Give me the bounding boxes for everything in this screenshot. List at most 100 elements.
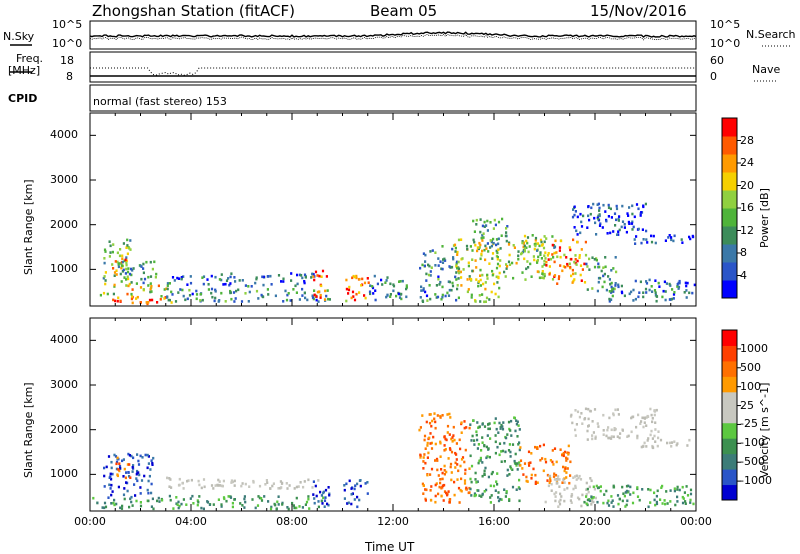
vel-cbar-swatch-0 — [722, 484, 737, 501]
data-cell-0-890 — [637, 207, 640, 211]
data-cell-0-1000 — [620, 284, 623, 288]
data-cell-1-213 — [267, 500, 270, 503]
data-cell-1-939 — [654, 503, 657, 507]
data-cell-0-647 — [539, 251, 542, 254]
data-cell-0-893 — [589, 212, 592, 216]
data-cell-0-936 — [652, 234, 655, 238]
data-cell-1-724 — [588, 485, 591, 489]
data-cell-0-692 — [533, 258, 536, 262]
data-cell-1-818 — [649, 407, 652, 411]
data-cell-1-663 — [566, 467, 569, 470]
data-cell-0-894 — [616, 233, 619, 236]
data-cell-0-694 — [523, 244, 526, 248]
data-cell-1-186 — [271, 484, 274, 488]
data-cell-1-415 — [440, 494, 443, 498]
data-cell-0-979 — [653, 289, 657, 292]
data-cell-1-204 — [270, 505, 273, 509]
data-cell-0-328 — [358, 277, 361, 281]
data-cell-0-195 — [220, 273, 223, 276]
data-cell-1-857 — [578, 415, 581, 419]
data-cell-0-356 — [385, 279, 388, 282]
data-cell-1-29 — [157, 496, 160, 500]
data-cell-1-640 — [514, 452, 517, 456]
data-cell-0-278 — [199, 299, 202, 302]
data-cell-0-558 — [485, 296, 489, 300]
data-cell-1-215 — [243, 497, 246, 501]
data-cell-0-254 — [201, 298, 204, 302]
data-cell-1-873 — [589, 409, 592, 413]
data-cell-0-549 — [477, 280, 480, 283]
data-cell-1-570 — [474, 471, 477, 475]
data-cell-1-783 — [576, 410, 580, 414]
data-cell-0-517 — [479, 257, 482, 261]
data-cell-1-178 — [244, 482, 247, 486]
data-cell-0-555 — [466, 290, 469, 294]
data-cell-0-605 — [489, 239, 492, 242]
data-cell-0-711 — [553, 251, 556, 255]
data-cell-0-904 — [628, 206, 631, 209]
vel-cbar-swatch-7 — [722, 376, 737, 393]
data-cell-0-357 — [405, 284, 408, 287]
data-cell-0-433 — [450, 265, 454, 269]
data-cell-1-776 — [554, 495, 557, 498]
data-cell-0-122 — [143, 277, 147, 281]
data-cell-1-259 — [177, 506, 180, 510]
data-cell-0-813 — [603, 272, 606, 276]
data-cell-0-574 — [505, 239, 508, 243]
data-cell-1-472 — [446, 413, 449, 416]
data-cell-1-248 — [239, 502, 242, 505]
data-cell-1-483 — [446, 493, 449, 497]
data-cell-0-557 — [465, 244, 469, 248]
data-cell-0-274 — [292, 288, 295, 291]
data-cell-1-433 — [426, 444, 429, 447]
data-cell-1-15 — [156, 499, 159, 503]
data-cell-1-25 — [139, 504, 143, 508]
data-cell-1-451 — [437, 492, 440, 496]
data-cell-1-482 — [465, 486, 468, 490]
data-cell-1-231 — [258, 496, 261, 500]
data-cell-0-5 — [136, 295, 139, 299]
data-cell-0-970 — [637, 295, 640, 299]
data-cell-1-427 — [436, 459, 439, 462]
data-cell-0-498 — [472, 238, 475, 242]
data-cell-1-740 — [558, 485, 561, 488]
data-cell-1-839 — [610, 435, 613, 438]
data-cell-1-246 — [304, 503, 307, 506]
data-cell-1-117 — [129, 476, 132, 479]
data-cell-0-924 — [650, 234, 653, 238]
data-cell-0-713 — [540, 240, 543, 244]
data-cell-0-431 — [438, 283, 441, 286]
data-cell-0-762 — [570, 257, 573, 261]
data-cell-0-533 — [458, 271, 461, 275]
data-cell-0-519 — [456, 266, 459, 270]
data-cell-0-446 — [420, 285, 423, 289]
data-cell-0-522 — [491, 257, 494, 260]
data-cell-1-386 — [443, 464, 446, 468]
data-cell-1-863 — [591, 437, 594, 441]
data-cell-1-816 — [569, 415, 573, 418]
data-cell-0-620 — [513, 246, 516, 249]
data-cell-0-507 — [456, 253, 459, 256]
data-cell-1-515 — [497, 499, 501, 503]
data-cell-1-891 — [646, 439, 649, 442]
data-cell-0-696 — [526, 241, 529, 245]
data-cell-0-626 — [542, 276, 545, 280]
data-cell-0-60 — [102, 276, 105, 280]
vel-cbar-label-1: -500 — [740, 455, 765, 469]
data-cell-1-673 — [539, 444, 542, 448]
data-cell-0-776 — [574, 272, 577, 275]
data-cell-0-375 — [405, 287, 408, 291]
data-cell-1-327 — [449, 416, 452, 419]
data-cell-0-298 — [315, 295, 318, 298]
data-cell-0-492 — [471, 258, 474, 261]
data-cell-1-122 — [117, 468, 120, 471]
data-cell-0-969 — [651, 290, 654, 293]
data-cell-0-674 — [523, 247, 526, 250]
data-cell-0-795 — [586, 265, 589, 268]
data-cell-1-158 — [258, 484, 262, 488]
data-cell-0-180 — [301, 276, 304, 280]
data-cell-0-954 — [677, 285, 681, 289]
data-cell-0-300 — [319, 293, 322, 297]
data-cell-0-223 — [218, 299, 221, 302]
